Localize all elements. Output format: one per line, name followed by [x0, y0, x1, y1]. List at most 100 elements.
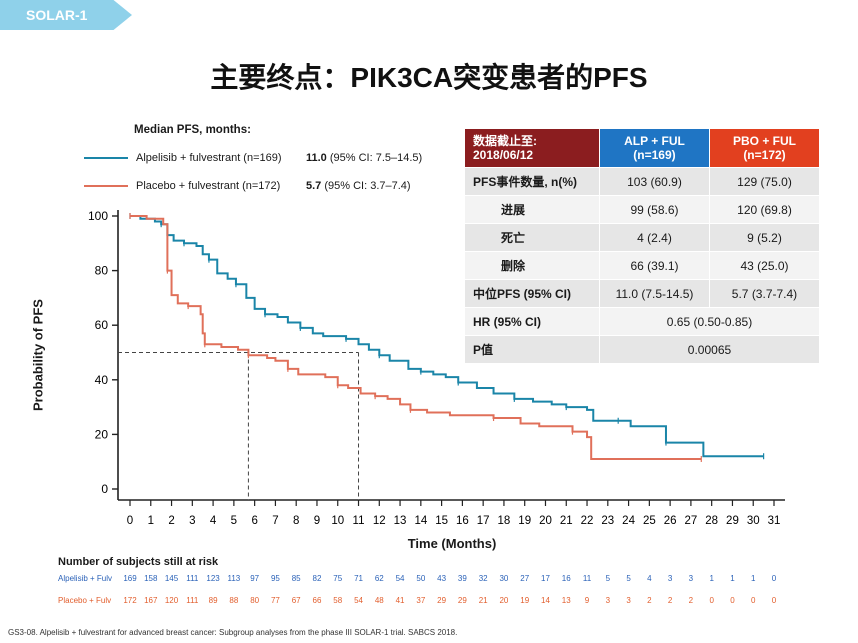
risk-value: 66 — [312, 596, 322, 605]
table-row: PFS事件数量, n(%) 103 (60.9) 129 (75.0) — [464, 167, 821, 196]
risk-value: 1 — [750, 574, 756, 583]
risk-value: 95 — [270, 574, 280, 583]
risk-value: 50 — [416, 574, 426, 583]
x-tick-label: 19 — [518, 515, 531, 527]
risk-value: 48 — [374, 596, 384, 605]
x-tick-label: 11 — [353, 515, 365, 527]
slide-tag: SOLAR-1 — [0, 0, 132, 30]
risk-value: 2 — [688, 596, 694, 605]
x-tick-label: 7 — [272, 515, 278, 527]
table-row: HR (95% CI) 0.65 (0.50-0.85) — [464, 307, 821, 336]
risk-value: 3 — [667, 574, 673, 583]
header-pbo: PBO + FUL (n=172) — [708, 128, 821, 168]
x-tick-label: 24 — [622, 515, 635, 527]
median-reference-lines — [118, 352, 360, 500]
x-tick-label: 10 — [331, 515, 344, 527]
risk-value: 39 — [457, 574, 467, 583]
risk-value: 113 — [227, 574, 241, 583]
risk-value: 0 — [709, 596, 714, 605]
row-value: 43 (25.0) — [708, 251, 821, 280]
risk-value: 0 — [771, 596, 777, 605]
x-tick-label: 4 — [210, 515, 217, 527]
risk-value: 20 — [499, 596, 509, 605]
risk-value: 14 — [541, 596, 550, 605]
x-tick-label: 9 — [314, 515, 320, 527]
risk-row-label: Placebo + Fulv — [58, 596, 112, 605]
footnote: GS3-08. Alpelisib + fulvestrant for adva… — [8, 628, 458, 637]
table-row: P值 0.00065 — [464, 335, 821, 364]
risk-value: 2 — [667, 596, 673, 605]
risk-value: 82 — [312, 574, 322, 583]
risk-value: 111 — [186, 574, 199, 583]
risk-value: 54 — [395, 574, 405, 583]
x-tick-label: 29 — [726, 515, 739, 527]
x-tick-label: 25 — [643, 515, 656, 527]
x-tick-label: 28 — [705, 515, 718, 527]
row-value: 66 (39.1) — [598, 251, 710, 280]
page-title: 主要终点：PIK3CA突变患者的PFS — [210, 62, 648, 93]
x-tick-label: 2 — [168, 515, 174, 527]
risk-value: 19 — [520, 596, 530, 605]
row-value: 9 (5.2) — [708, 223, 821, 252]
x-tick-label: 26 — [664, 515, 677, 527]
header-cutoff: 数据截止至: 2018/06/12 — [464, 128, 600, 168]
risk-value: 27 — [520, 574, 530, 583]
chart-series — [129, 213, 765, 462]
risk-value: 37 — [416, 596, 426, 605]
row-value: 120 (69.8) — [708, 195, 821, 224]
risk-value: 75 — [333, 574, 343, 583]
risk-value: 62 — [374, 574, 384, 583]
y-tick-label: 100 — [88, 209, 108, 223]
risk-value: 3 — [605, 596, 611, 605]
legend-item-alpelisib: Alpelisib + fulvestrant (n=169) 11.0 (95… — [84, 152, 422, 164]
x-tick-label: 6 — [251, 515, 257, 527]
row-value: 5.7 (3.7-7.4) — [708, 279, 821, 308]
risk-value: 21 — [478, 596, 488, 605]
header-alp: ALP + FUL (n=169) — [598, 128, 710, 168]
risk-value: 97 — [250, 574, 260, 583]
table-row: 死亡 4 (2.4) 9 (5.2) — [464, 223, 821, 252]
y-tick-label: 60 — [95, 318, 109, 332]
x-tick-label: 18 — [498, 515, 511, 527]
y-tick-label: 80 — [95, 264, 109, 278]
risk-value: 172 — [123, 596, 137, 605]
risk-value: 1 — [730, 574, 735, 583]
results-table: 数据截止至: 2018/06/12 ALP + FUL (n=169) PBO + … — [464, 128, 821, 364]
risk-value: 145 — [164, 574, 179, 583]
risk-value: 67 — [291, 596, 301, 605]
x-tick-label: 30 — [747, 515, 760, 527]
risk-value: 13 — [561, 596, 571, 605]
risk-value: 32 — [478, 574, 488, 583]
table-row: 进展 99 (58.6) 120 (69.8) — [464, 195, 821, 224]
risk-value: 3 — [688, 574, 694, 583]
row-label: 删除 — [464, 251, 600, 280]
risk-value: 123 — [206, 574, 220, 583]
x-tick-label: 3 — [189, 515, 195, 527]
row-label: 中位PFS (95% CI) — [464, 279, 600, 308]
row-label: 进展 — [464, 195, 600, 224]
risk-value: 4 — [647, 574, 652, 583]
table-row: 中位PFS (95% CI) 11.0 (7.5-14.5) 5.7 (3.7-7.… — [464, 279, 821, 308]
risk-value: 0 — [730, 596, 735, 605]
x-tick-label: 31 — [768, 515, 781, 527]
risk-value: 88 — [229, 596, 239, 605]
x-tick-label: 5 — [231, 515, 237, 527]
risk-value: 167 — [144, 596, 158, 605]
y-tick-label: 0 — [101, 482, 108, 496]
x-tick-label: 12 — [373, 515, 386, 527]
risk-value: 9 — [584, 596, 590, 605]
row-label: PFS事件数量, n(%) — [464, 167, 600, 196]
legend-swatch-alpelisib — [84, 157, 128, 159]
risk-value: 5 — [605, 574, 611, 583]
x-tick-label: 22 — [581, 515, 594, 527]
x-tick-label: 15 — [435, 515, 448, 527]
legend-item-placebo: Placebo + fulvestrant (n=172) 5.7 (95% C… — [84, 180, 411, 192]
row-value: 0.65 (0.50-0.85) — [598, 307, 821, 336]
legend-label: Alpelisib + fulvestrant (n=169) — [136, 152, 282, 164]
risk-value: 111 — [186, 596, 199, 605]
risk-value: 16 — [561, 574, 571, 583]
legend-heading: Median PFS, months: — [134, 124, 251, 136]
risk-row-label: Alpelisib + Fulv — [58, 574, 113, 583]
risk-value: 58 — [333, 596, 343, 605]
row-value: 4 (2.4) — [598, 223, 710, 252]
